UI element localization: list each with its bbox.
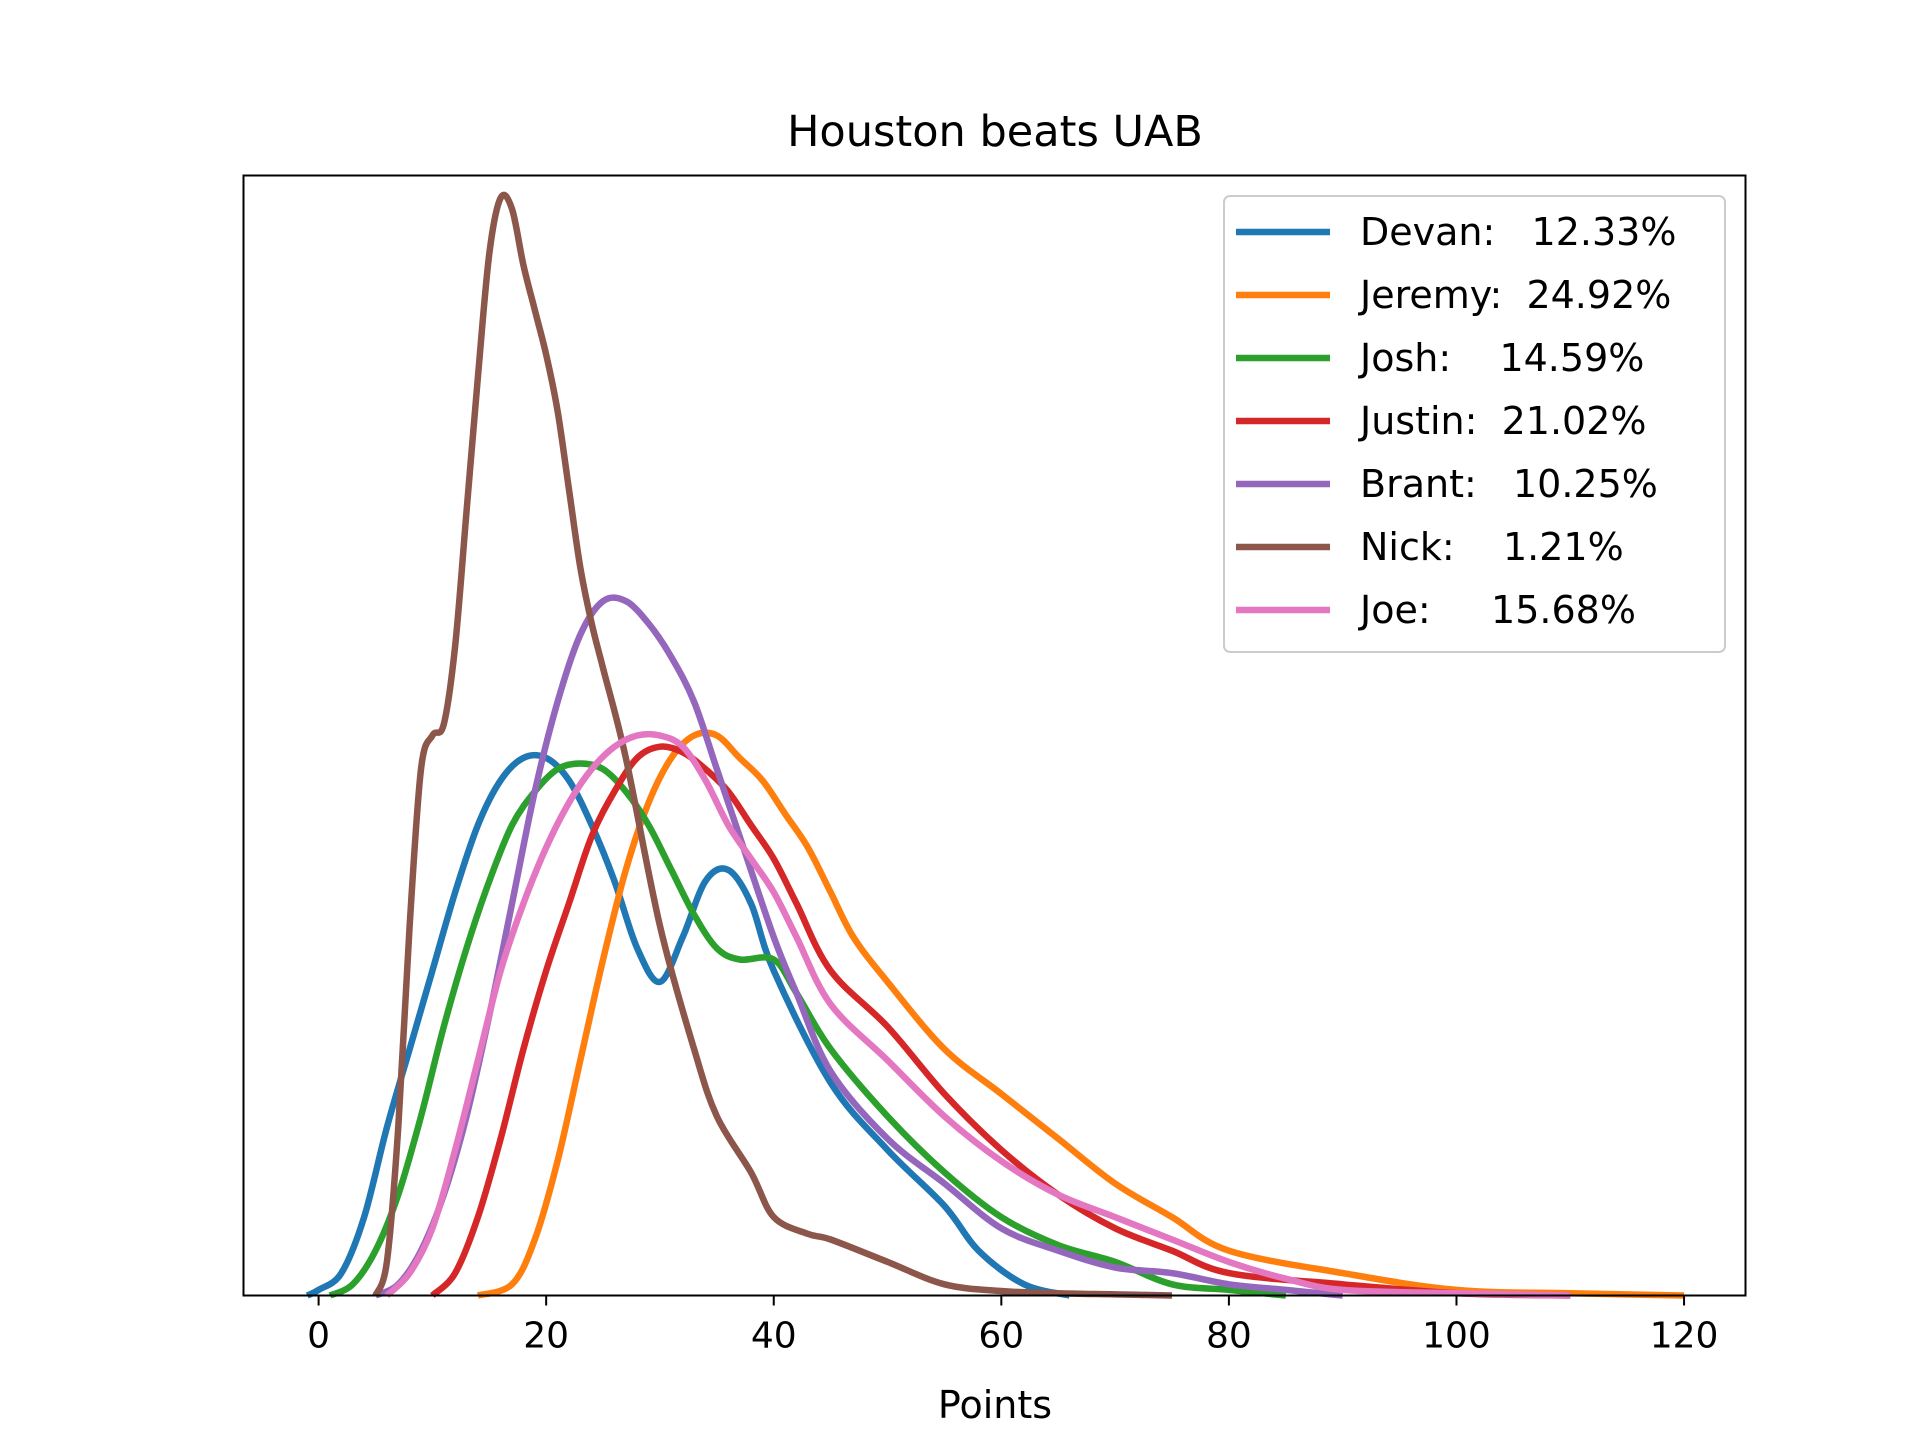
legend-label-1: Devan: 12.33% xyxy=(1360,210,1676,254)
x-axis-ticks: 0 20 40 60 80 100 120 xyxy=(307,1295,1719,1357)
legend-label-4: Justin: 21.02% xyxy=(1358,399,1646,443)
series-line-3 xyxy=(328,760,1287,1299)
series-line-4 xyxy=(430,743,1571,1299)
x-tick-label: 20 xyxy=(523,1316,569,1357)
x-tick-label: 120 xyxy=(1650,1316,1719,1357)
x-axis-label: Points xyxy=(938,1383,1052,1427)
x-tick-label: 80 xyxy=(1206,1316,1252,1357)
legend-label-3: Josh: 14.59% xyxy=(1358,336,1644,380)
legend-label-6: Nick: 1.21% xyxy=(1360,525,1624,569)
legend-label-2: Jeremy: 24.92% xyxy=(1358,273,1671,317)
x-tick-label: 0 xyxy=(307,1316,330,1357)
series-line-7 xyxy=(384,730,1571,1299)
plot-lines xyxy=(305,191,1685,1299)
legend-label-5: Brant: 10.25% xyxy=(1360,462,1658,506)
series-line-2 xyxy=(476,729,1685,1299)
legend-entries: Devan: 12.33% Jeremy: 24.92% Josh: 14.59% J… xyxy=(1236,210,1676,632)
legend-label-7: Joe: 15.68% xyxy=(1358,588,1636,632)
x-tick-label: 100 xyxy=(1422,1316,1491,1357)
plot-frame xyxy=(242,174,1747,1297)
chart-title: Houston beats UAB xyxy=(787,107,1203,157)
x-tick-label: 60 xyxy=(978,1316,1024,1357)
x-tick-label: 40 xyxy=(751,1316,797,1357)
legend-box xyxy=(1223,195,1726,653)
legend: Devan: 12.33% Jeremy: 24.92% Josh: 14.59% J… xyxy=(1223,195,1726,653)
series-line-6 xyxy=(372,191,1173,1299)
